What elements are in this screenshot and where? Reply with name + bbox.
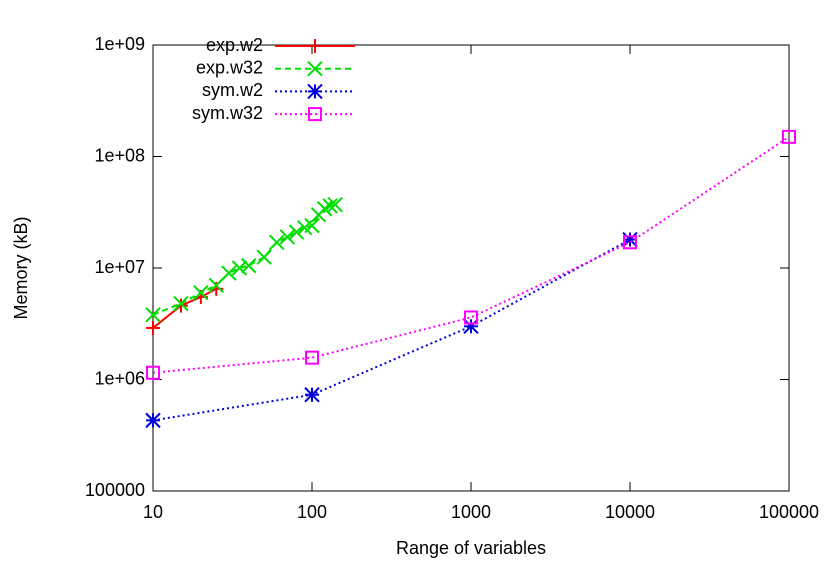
marker-stroke bbox=[231, 260, 248, 276]
marker bbox=[193, 285, 209, 301]
marker bbox=[208, 277, 224, 293]
marker bbox=[145, 307, 161, 323]
x-tick-label: 10000 bbox=[605, 502, 655, 522]
marker-stroke bbox=[241, 257, 257, 274]
marker-stroke bbox=[256, 249, 272, 265]
marker bbox=[145, 412, 161, 429]
marker bbox=[304, 387, 320, 403]
x-tick-label: 100000 bbox=[759, 502, 819, 522]
marker bbox=[308, 39, 322, 53]
marker-square bbox=[305, 350, 319, 365]
marker bbox=[463, 318, 479, 335]
marker bbox=[256, 249, 272, 265]
marker bbox=[288, 224, 305, 240]
marker-square bbox=[782, 129, 796, 144]
marker-stroke bbox=[145, 307, 161, 323]
marker-stroke bbox=[304, 387, 320, 403]
marker-stroke bbox=[327, 196, 343, 213]
marker bbox=[464, 310, 478, 325]
marker-stroke bbox=[145, 412, 161, 429]
marker bbox=[173, 295, 189, 312]
marker-square bbox=[464, 310, 478, 325]
y-axis-title: Memory (kB) bbox=[11, 217, 31, 320]
marker bbox=[279, 229, 296, 245]
marker bbox=[307, 83, 323, 100]
series-line bbox=[152, 238, 631, 422]
x-tick-label: 10 bbox=[143, 502, 163, 522]
marker bbox=[146, 320, 160, 335]
marker-square bbox=[623, 235, 637, 250]
marker-stroke bbox=[208, 277, 224, 293]
x-axis-title: Range of variables bbox=[396, 538, 546, 558]
marker-square bbox=[146, 365, 160, 380]
series-line bbox=[152, 287, 217, 329]
marker-stroke bbox=[221, 265, 237, 281]
marker bbox=[241, 257, 257, 274]
legend-label: exp.w2 bbox=[206, 35, 263, 55]
marker bbox=[316, 201, 333, 217]
marker-stroke bbox=[279, 229, 296, 245]
marker bbox=[322, 198, 338, 214]
legend-label: exp.w32 bbox=[196, 57, 263, 77]
marker bbox=[269, 234, 285, 251]
marker-stroke bbox=[288, 224, 305, 240]
y-tick-label: 100000 bbox=[85, 480, 145, 500]
marker bbox=[623, 235, 637, 250]
legend-label: sym.w2 bbox=[202, 80, 263, 100]
marker bbox=[304, 217, 320, 234]
marker bbox=[221, 265, 237, 281]
y-tick-label: 1e+09 bbox=[94, 34, 145, 54]
marker bbox=[782, 129, 796, 144]
marker-stroke bbox=[304, 217, 320, 234]
marker-stroke bbox=[307, 60, 323, 77]
y-tick-label: 1e+07 bbox=[94, 257, 145, 277]
y-tick-label: 1e+08 bbox=[94, 145, 145, 165]
marker bbox=[308, 107, 322, 122]
marker bbox=[305, 350, 319, 365]
marker-stroke bbox=[463, 318, 479, 335]
x-tick-label: 1000 bbox=[451, 502, 491, 522]
marker-stroke bbox=[322, 198, 338, 214]
marker bbox=[146, 365, 160, 380]
marker bbox=[327, 196, 343, 213]
marker-stroke bbox=[193, 285, 209, 301]
marker-stroke bbox=[269, 234, 285, 251]
legend-label: sym.w32 bbox=[192, 103, 263, 123]
marker-square bbox=[308, 107, 322, 122]
marker-stroke bbox=[622, 231, 638, 248]
y-tick-label: 1e+06 bbox=[94, 368, 145, 388]
marker bbox=[231, 260, 248, 276]
marker-stroke bbox=[173, 295, 189, 312]
x-tick-label: 100 bbox=[297, 502, 327, 522]
marker-stroke bbox=[307, 83, 323, 100]
series-line bbox=[152, 136, 790, 374]
marker bbox=[307, 60, 323, 77]
